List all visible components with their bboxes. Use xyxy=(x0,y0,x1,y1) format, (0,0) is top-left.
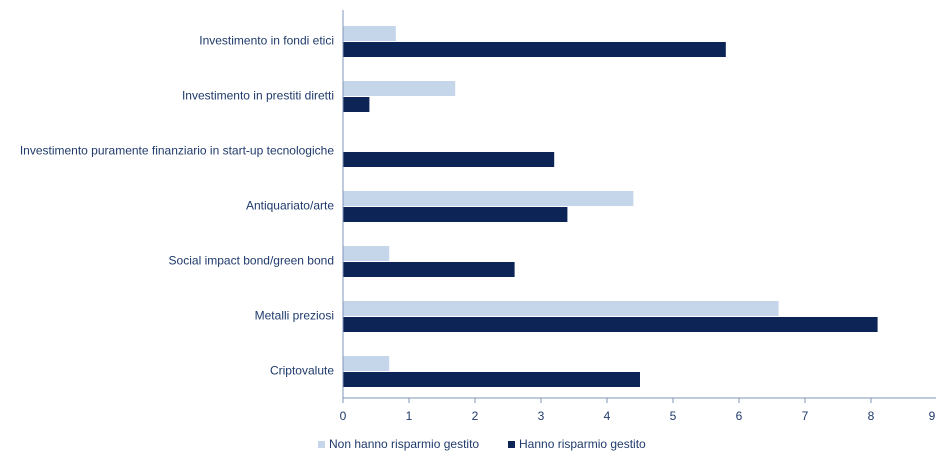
bar-gestito-1 xyxy=(343,97,370,112)
bar-non-gestito-4 xyxy=(343,246,390,261)
x-tick-label-3: 3 xyxy=(538,409,545,423)
legend-label-0: Non hanno risparmio gestito xyxy=(329,437,479,451)
category-label-1: Investimento in prestiti diretti xyxy=(182,89,334,103)
bar-non-gestito-1 xyxy=(343,81,456,96)
bar-gestito-6 xyxy=(343,372,640,387)
x-ticks-group: 0 1 2 3 4 5 6 7 8 9 xyxy=(340,398,936,423)
x-tick-label-0: 0 xyxy=(340,409,347,423)
bar-gestito-2 xyxy=(343,152,555,167)
x-tick-label-6: 6 xyxy=(736,409,743,423)
bar-non-gestito-5 xyxy=(343,301,779,316)
bar-non-gestito-6 xyxy=(343,356,390,371)
legend-swatch-1 xyxy=(508,441,515,448)
legend: Non hanno risparmio gestito Hanno risparm… xyxy=(318,437,646,451)
category-label-6: Criptovalute xyxy=(270,364,334,378)
category-label-4: Social impact bond/green bond xyxy=(169,254,334,268)
x-tick-label-9: 9 xyxy=(929,409,936,423)
x-tick-label-2: 2 xyxy=(472,409,479,423)
bar-gestito-5 xyxy=(343,317,878,332)
x-tick-label-8: 8 xyxy=(868,409,875,423)
bar-gestito-4 xyxy=(343,262,515,277)
x-tick-label-1: 1 xyxy=(406,409,413,423)
bar-gestito-3 xyxy=(343,207,568,222)
bar-gestito-0 xyxy=(343,42,726,57)
bar-non-gestito-0 xyxy=(343,26,396,41)
x-tick-label-5: 5 xyxy=(670,409,677,423)
legend-swatch-0 xyxy=(318,441,325,448)
category-label-5: Metalli preziosi xyxy=(255,309,334,323)
x-tick-label-7: 7 xyxy=(802,409,809,423)
category-label-0: Investimento in fondi etici xyxy=(199,34,334,48)
category-label-2: Investimento puramente finanziario in st… xyxy=(20,144,335,158)
x-tick-label-4: 4 xyxy=(604,409,611,423)
bar-non-gestito-3 xyxy=(343,191,634,206)
category-label-3: Antiquariato/arte xyxy=(246,199,334,213)
bars-group xyxy=(343,26,878,387)
legend-label-1: Hanno risparmio gestito xyxy=(519,437,646,451)
category-labels-group: Investimento in fondi etici Investimento … xyxy=(20,34,335,378)
